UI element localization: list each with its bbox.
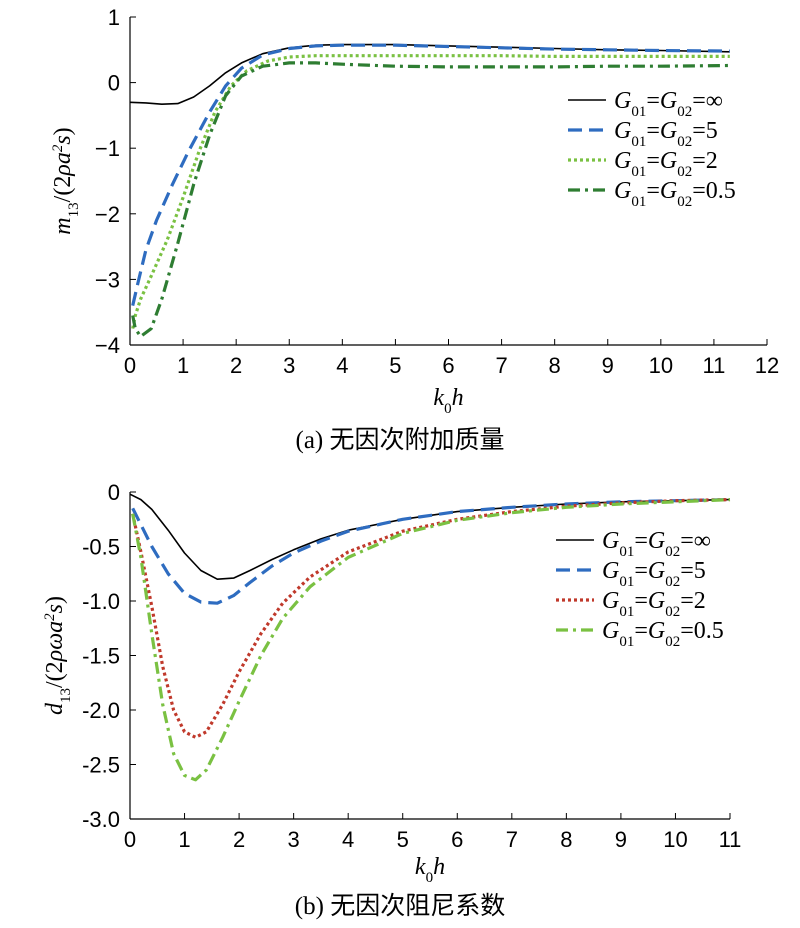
x-tick-label: 10 xyxy=(663,827,687,852)
series-line-b-2 xyxy=(131,498,731,739)
chart-damping-svg: 0 1 2 3 4 5 6 7 8 9 10 11 0 -0.5 -1.0 -1.5 -2.0 -2.5 -3.0 k… xyxy=(42,480,742,882)
x-tick-label: 12 xyxy=(755,353,779,378)
x-tick-label: 6 xyxy=(451,827,463,852)
x-tick-label: 11 xyxy=(719,827,742,852)
x-tick-label: 0 xyxy=(124,827,136,852)
x-tick-label: 10 xyxy=(649,353,673,378)
legend-label: G01=G02=5 xyxy=(614,118,718,150)
x-tick-label: 7 xyxy=(495,353,507,378)
series-line-a-3 xyxy=(131,61,730,339)
x-tick-label: 3 xyxy=(288,827,300,852)
x-tick-label: 1 xyxy=(177,353,189,378)
series-line-a-1 xyxy=(131,43,730,306)
x-tick-label: 3 xyxy=(283,353,295,378)
x-tick-label: 9 xyxy=(602,353,614,378)
x-tick-label: 4 xyxy=(342,827,354,852)
chart-added-mass: 0 1 2 3 4 5 6 7 8 9 10 11 12 −4 −3 −2 −1 0 1 k0h m13/(2ρa2s)… xyxy=(0,0,800,462)
x-tick-label: 5 xyxy=(389,353,401,378)
x-tick-label: 1 xyxy=(178,827,190,852)
legend-label: G01=G02=5 xyxy=(602,558,706,590)
legend-label: G01=G02=∞ xyxy=(602,528,711,560)
x-tick-label: 8 xyxy=(549,353,561,378)
y-tick-label: -0.5 xyxy=(82,535,120,560)
x-tick-label: 4 xyxy=(336,353,348,378)
legend-label: G01=G02=0.5 xyxy=(614,178,736,210)
y-tick-label: 0 xyxy=(108,71,120,96)
series-line-a-0 xyxy=(129,43,730,105)
chart-added-mass-caption: (a) 无因次附加质量 xyxy=(295,427,505,454)
y-axis-title-a: m13/(2ρa2s) xyxy=(50,127,82,234)
x-tick-label: 8 xyxy=(560,827,572,852)
x-tick-label: 6 xyxy=(442,353,454,378)
chart-damping-caption: (b) 无因次阻尼系数 xyxy=(294,893,506,920)
legend-label: G01=G02=2 xyxy=(602,588,706,620)
y-tick-label: −1 xyxy=(95,136,120,161)
y-tick-label: 1 xyxy=(108,5,120,30)
y-tick-label: -2.0 xyxy=(82,698,120,723)
y-tick-label: −2 xyxy=(95,202,120,227)
x-axis-title-a: k0h xyxy=(433,385,463,417)
y-tick-label: −4 xyxy=(95,333,120,358)
x-tick-label: 2 xyxy=(233,827,245,852)
legend-label: G01=G02=0.5 xyxy=(602,618,724,650)
y-axis-title-b: d13/(2ρωa2s) xyxy=(42,596,74,715)
series-line-a-2 xyxy=(131,54,730,329)
x-tick-label: 9 xyxy=(615,827,627,852)
x-tick-label: 7 xyxy=(506,827,518,852)
y-tick-label: -3.0 xyxy=(82,807,120,832)
series-line-b-1 xyxy=(131,498,731,605)
y-tick-label: -2.5 xyxy=(82,753,120,778)
x-axis-title-b: k0h xyxy=(415,854,445,882)
chart-added-mass-svg: 0 1 2 3 4 5 6 7 8 9 10 11 12−4−3−2−101k0hm13/(2ρa2s)… xyxy=(50,5,779,417)
x-tick-label: 0 xyxy=(124,353,136,378)
y-tick-label: 0 xyxy=(108,480,120,505)
legend-label: G01=G02=2 xyxy=(614,148,718,180)
y-tick-label: −3 xyxy=(95,267,120,292)
x-tick-label: 11 xyxy=(702,353,725,378)
series-line-b-3 xyxy=(131,498,731,782)
y-tick-label: -1.0 xyxy=(82,589,120,614)
legend-label: G01=G02=∞ xyxy=(614,88,723,120)
x-tick-label: 5 xyxy=(397,827,409,852)
y-tick-label: -1.5 xyxy=(82,644,120,669)
chart-damping: 0 1 2 3 4 5 6 7 8 9 10 11 0 -0.5 -1.0 -1.5 -2.0 -2.5 -3.0 k… xyxy=(0,462,800,928)
x-tick-label: 2 xyxy=(230,353,242,378)
